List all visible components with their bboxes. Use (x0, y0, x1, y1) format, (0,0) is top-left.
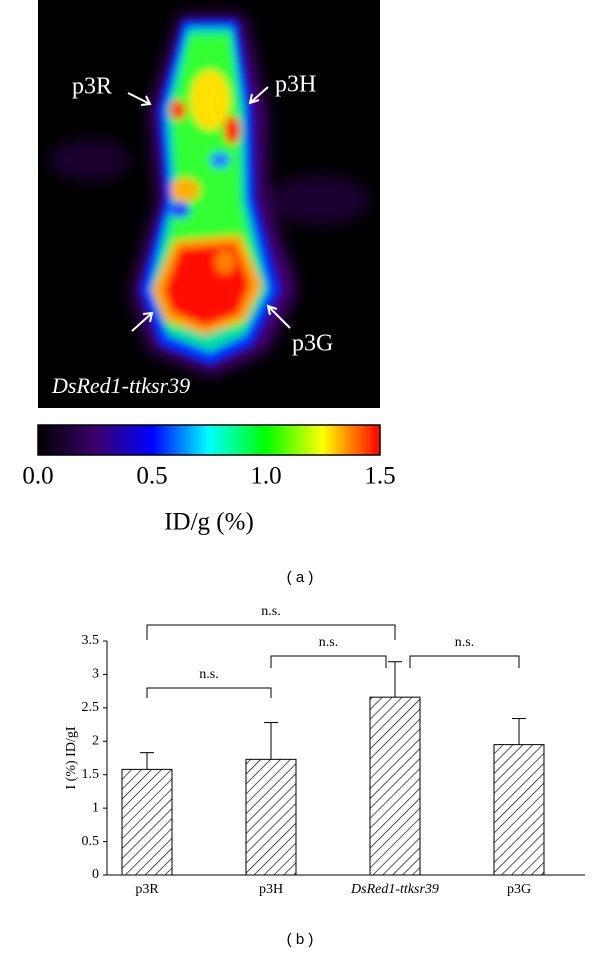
x-tick-label: p3H (259, 882, 283, 897)
colorbar-label: ID/g (%) (164, 509, 254, 536)
bar (369, 696, 421, 876)
error-bar (264, 722, 278, 760)
heatmap-image: p3R p3H p3G DsRed1-ttksr39 (38, 0, 380, 408)
y-tick-label: 2 (92, 734, 99, 749)
region-label: p3R (72, 74, 112, 100)
y-tick-label: 0.5 (82, 834, 100, 849)
colorbar-tick-label: 1.0 (250, 463, 281, 490)
y-tick-label: 1 (92, 800, 99, 815)
significance-bracket (146, 624, 396, 640)
y-tick-label: 3.5 (82, 633, 100, 648)
error-bar (388, 661, 402, 698)
caption: ( a ) (287, 569, 314, 586)
colorbar-tick-label: 1.5 (364, 463, 395, 490)
x-tick-label: p3G (507, 882, 531, 897)
annotation: n.s. (199, 667, 218, 682)
significance-bracket (270, 655, 387, 668)
y-tick-label: 1.5 (82, 767, 100, 782)
significance-bracket (409, 655, 520, 668)
colorbar-tick-label: 0.5 (136, 463, 167, 490)
y-tick-label: 3 (92, 667, 99, 682)
annotation: n.s. (261, 604, 280, 619)
colorbar-tick-label: 0.0 (22, 463, 53, 490)
region-label: p3G (292, 331, 333, 357)
y-tick-label: 0 (92, 867, 99, 882)
annotation: n.s. (319, 635, 338, 650)
error-bar (512, 718, 526, 745)
significance-bracket (146, 687, 272, 698)
body (140, 20, 280, 365)
y-axis-label: I (%) ID/gI (64, 726, 79, 789)
annotation: n.s. (455, 635, 474, 650)
image-label: DsRed1-ttksr39 (51, 373, 190, 398)
caption: ( b ) (287, 931, 314, 948)
arrows (127, 86, 291, 332)
region-label: p3H (275, 72, 316, 98)
bar (493, 744, 545, 876)
bar (121, 768, 173, 876)
bar (245, 758, 297, 876)
x-tick-label: DsRed1-ttksr39 (350, 882, 439, 897)
colorbar (37, 424, 381, 456)
error-bar (140, 752, 154, 770)
y-tick-label: 2.5 (82, 700, 100, 715)
x-tick-label: p3R (135, 882, 159, 897)
